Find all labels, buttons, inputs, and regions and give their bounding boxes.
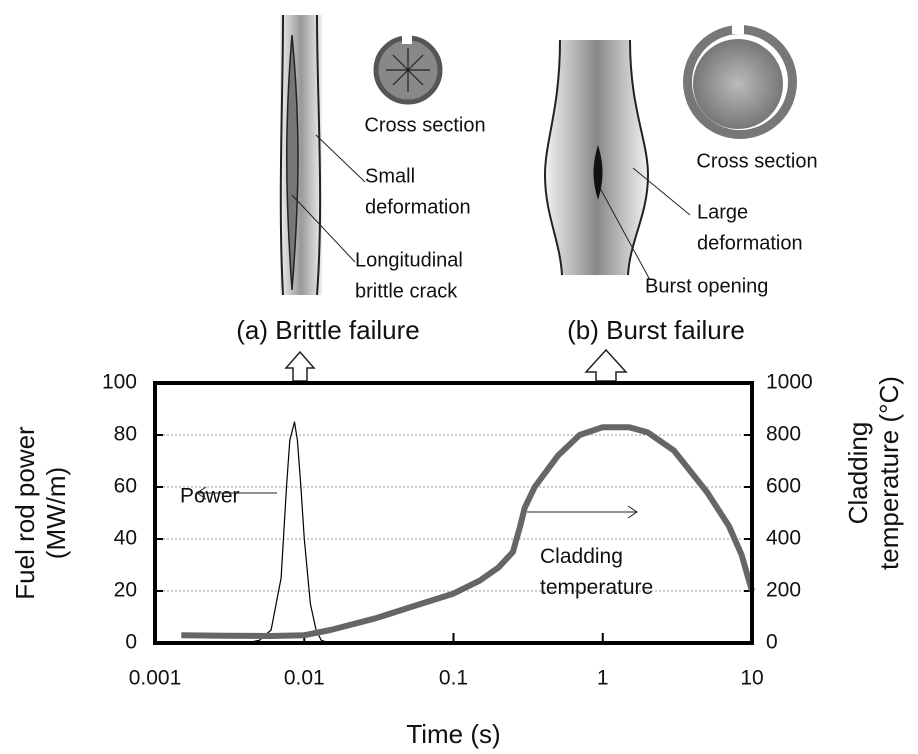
y-tick-label: 20	[114, 579, 137, 602]
annotation-arrowhead	[196, 486, 207, 500]
y2-tick-label: 600	[766, 475, 801, 498]
diagram-label: brittle crack	[355, 280, 458, 302]
diagram-label: Large	[697, 201, 748, 223]
y2-tick-label: 400	[766, 527, 801, 550]
cross-section-a	[373, 34, 443, 105]
diagram-caption: (b) Burst failure	[567, 315, 745, 345]
diagram-label: Cross section	[364, 114, 485, 136]
diagram-label: deformation	[365, 196, 471, 218]
diagram-label: Longitudinal	[355, 249, 463, 271]
y2-tick-label: 800	[766, 423, 801, 446]
y-tick-label: 40	[114, 527, 137, 550]
y-tick-label: 0	[125, 631, 137, 654]
y2-tick-label: 200	[766, 579, 801, 602]
diagram-label: Cross section	[696, 150, 817, 172]
diagram-label: Burst opening	[645, 275, 768, 297]
series-label: Cladding temperature	[540, 545, 653, 599]
x-axis-label: Time (s)	[406, 719, 500, 749]
diagram-label: deformation	[697, 232, 803, 254]
cross-section-b	[683, 20, 797, 139]
series-line	[181, 424, 755, 639]
diagram-label: Small	[365, 165, 415, 187]
y-tick-label: 80	[114, 423, 137, 446]
annotation-arrowhead	[627, 505, 638, 519]
series-label: Power	[180, 485, 240, 508]
x-tick-label: 1	[597, 667, 609, 690]
y2-tick-label: 0	[766, 631, 778, 654]
x-tick-label: 0.01	[284, 667, 325, 690]
rod-a	[279, 14, 366, 296]
y-tick-label: 100	[102, 371, 137, 394]
y2-axis-label: temperature (°C)	[874, 376, 904, 570]
x-tick-label: 10	[740, 667, 763, 690]
up-arrows	[284, 348, 628, 382]
x-tick-label: 0.001	[129, 667, 182, 690]
plot-frame	[153, 381, 754, 645]
rod-b	[543, 39, 691, 281]
x-tick-label: 0.1	[439, 667, 468, 690]
y-tick-label: 60	[114, 475, 137, 498]
series-line	[199, 421, 331, 644]
y-axis-label: (MW/m)	[41, 467, 71, 559]
y2-tick-label: 1000	[766, 371, 813, 394]
diagram-caption: (a) Brittle failure	[236, 315, 420, 345]
y-axis-label: Fuel rod power	[10, 426, 40, 600]
y2-axis-label: Cladding	[843, 422, 873, 525]
